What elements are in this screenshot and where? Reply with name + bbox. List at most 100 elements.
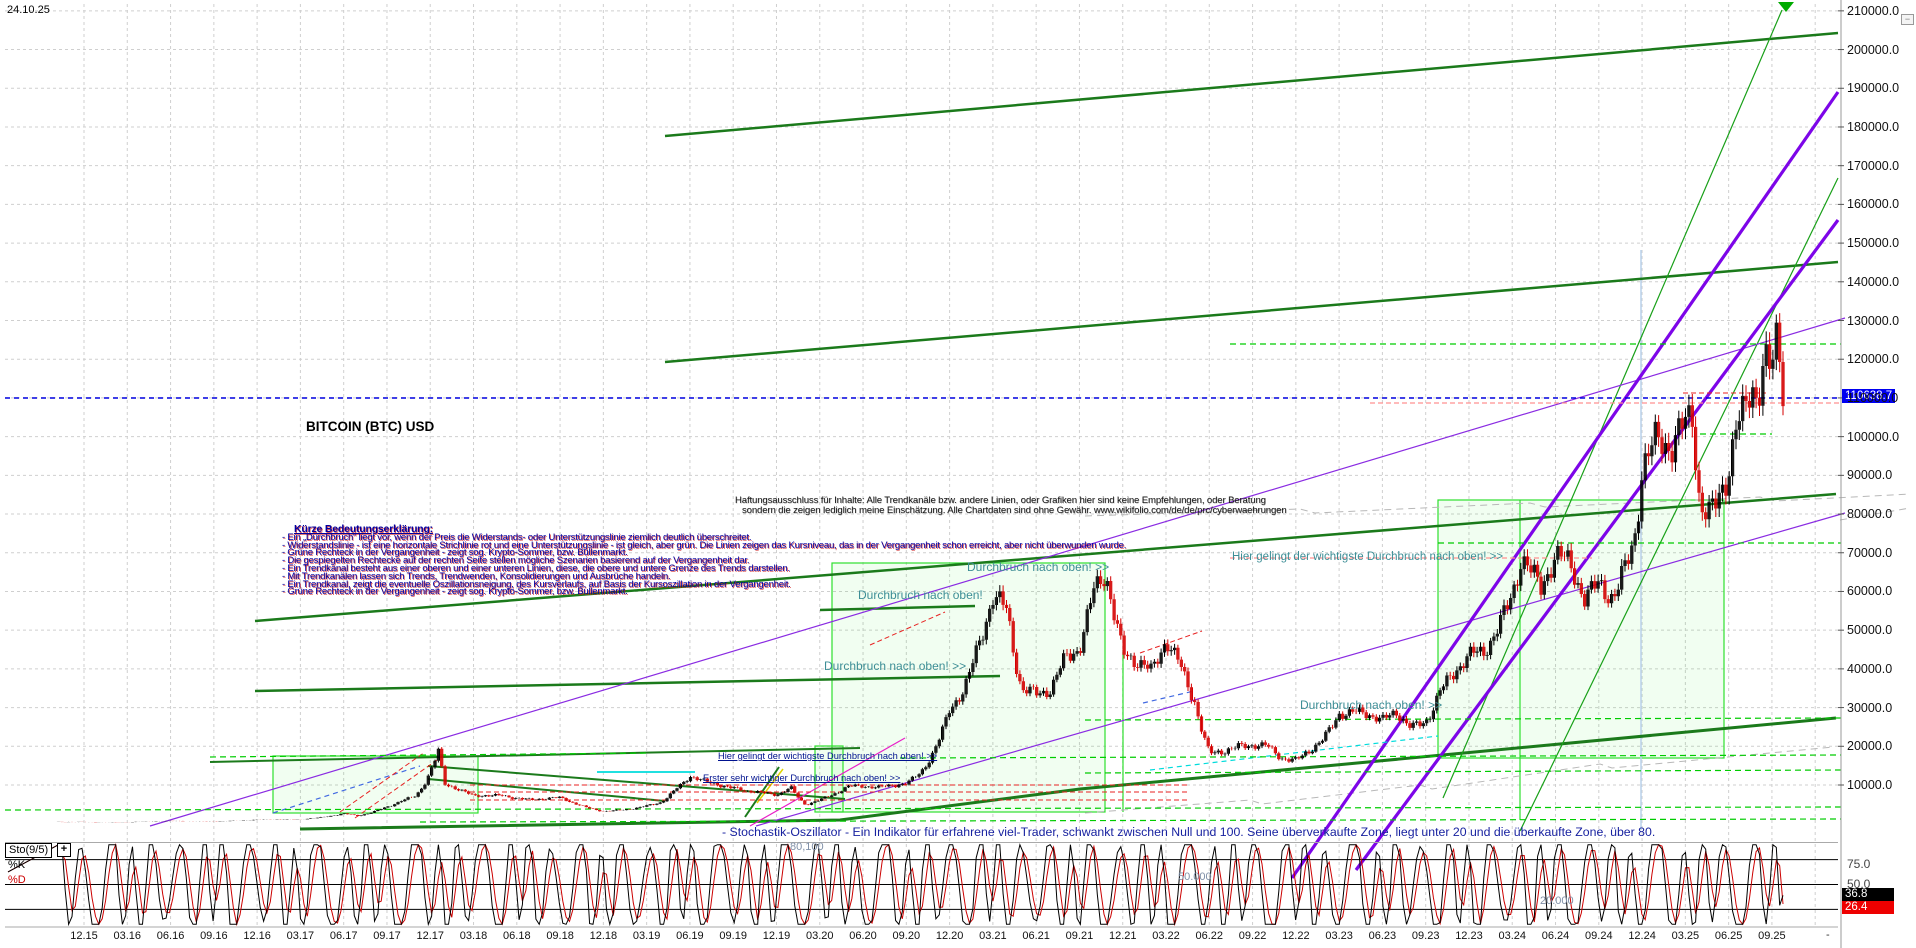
x-axis-tick: 03.17	[286, 930, 315, 942]
x-axis-tick: 12.19	[762, 930, 791, 942]
x-axis-tick: 03.24	[1498, 930, 1526, 942]
x-axis-tick: 03.21	[979, 930, 1007, 942]
y-axis-tick: 140000.0	[1847, 274, 1900, 289]
expand-indicator-button[interactable]: +	[57, 843, 71, 857]
x-axis-tick: 09.21	[1065, 930, 1094, 942]
x-axis-tick: 06.18	[503, 930, 531, 942]
x-axis-tick: 03.20	[805, 930, 834, 942]
x-axis-tick: 12.20	[935, 930, 964, 942]
x-axis-tick: 06.21	[1022, 930, 1050, 942]
x-axis-tick: 03.22	[1152, 930, 1180, 942]
x-axis-tick: 06.25	[1714, 930, 1743, 942]
oscillator-level-label: 80,100	[790, 841, 824, 853]
x-axis-overflow-dash: -	[1826, 929, 1830, 941]
stochastic-indicator-label[interactable]: Sto(9/5)	[5, 843, 53, 858]
percent-k-label: %K	[8, 859, 26, 871]
x-axis-tick: 03.18	[459, 930, 488, 942]
legend-explanation-line: - Ein Trendkanal, zeigt die eventuelle O…	[282, 578, 791, 590]
x-axis-tick: 06.22	[1195, 930, 1224, 942]
x-axis-tick: 12.16	[243, 930, 271, 942]
chart-title: BITCOIN (BTC) USD	[306, 419, 435, 434]
x-axis-tick: 03.25	[1671, 930, 1700, 942]
y-axis-tick: 110000.0	[1847, 390, 1899, 405]
x-axis-tick: 09.23	[1411, 930, 1440, 942]
x-axis-tick: 09.16	[200, 930, 228, 942]
legend-explanation-line: - Mit Trendkanälen lassen sich Trends, T…	[282, 570, 671, 582]
y-axis-tick: 150000.0	[1847, 236, 1900, 251]
x-axis-tick: 09.17	[373, 930, 401, 942]
x-axis-tick: 12.21	[1108, 930, 1137, 942]
x-axis-tick: 09.19	[719, 930, 747, 942]
x-axis-tick: 12.15	[70, 930, 98, 942]
y-axis-tick: 10000.0	[1847, 777, 1893, 792]
x-axis-tick: 06.24	[1541, 930, 1570, 942]
disclaimer-line2: sondern die zeigen lediglich meine Einsc…	[742, 504, 1287, 516]
legend-explanation-line: - Ein Trendkanal besteht aus einer obere…	[282, 562, 790, 574]
minimize-icon[interactable]: −	[1901, 14, 1914, 25]
y-axis-tick: 200000.0	[1847, 42, 1900, 57]
x-axis-tick: 09.22	[1238, 930, 1267, 942]
y-axis-tick: 90000.0	[1847, 468, 1893, 483]
x-axis-tick: 12.18	[589, 930, 618, 942]
legend-explanation-line: - Grüne Rechteck in der Vergangenheit - …	[282, 547, 628, 559]
x-axis-tick: 12.24	[1628, 930, 1656, 942]
y-axis-tick: 60000.0	[1847, 584, 1893, 599]
breakout-annotation: Durchbruch nach oben! >>	[1300, 698, 1443, 712]
y-axis-tick: 160000.0	[1847, 197, 1900, 212]
x-axis-tick: 03.23	[1325, 930, 1353, 942]
y-axis-tick: 130000.0	[1847, 313, 1900, 328]
x-axis-tick: 06.20	[849, 930, 877, 942]
oscillator-scale-label: 75.0	[1847, 856, 1871, 871]
y-axis-tick: 120000.0	[1847, 352, 1900, 367]
oscillator-level-label: 50.000	[1178, 871, 1212, 883]
y-axis-tick: 180000.0	[1847, 119, 1900, 134]
y-axis-tick: 190000.0	[1847, 81, 1900, 96]
x-axis-tick: 03.16	[113, 930, 142, 942]
x-axis-tick: 12.22	[1282, 930, 1310, 942]
breakout-annotation: Durchbruch nach oben! >>	[824, 659, 967, 673]
y-axis-tick: 50000.0	[1847, 623, 1893, 638]
breakout-annotation: Durchbruch nach oben! >>	[967, 560, 1110, 574]
legend-explanation-block: Kürze Bedeutungserklärung: - Ein „Durchb…	[282, 523, 1127, 598]
chart-date: 24.10.25	[7, 4, 50, 16]
y-axis-tick: 30000.0	[1847, 700, 1893, 715]
legend-explanation-title: Kürze Bedeutungserklärung:	[294, 523, 433, 535]
disclaimer-line1: Haftungsausschluss für Inhalte: Alle Tre…	[735, 495, 1266, 506]
legend-explanation-line: - Ein „Durchbruch“ liegt vor, wenn der P…	[282, 531, 752, 543]
x-axis-tick: 06.19	[676, 930, 704, 942]
x-axis-tick: 09.25	[1758, 930, 1786, 942]
breakout-annotation: Durchbruch nach oben!	[858, 588, 983, 602]
legend-explanation-line: - Widerstandslinie - ist eine horizontal…	[282, 539, 1127, 551]
breakout-annotation: Hier gelingt der wichtigste Durchbruch n…	[1232, 551, 1504, 563]
oscillator-level-label: 20.000	[1540, 895, 1574, 907]
stochastic-description: - Stochastik-Oszillator - Ein Indikator …	[722, 825, 1656, 839]
legend-explanation-line: - Grüne Rechteck in der Vergangenheit - …	[282, 586, 628, 598]
x-axis-tick: 06.23	[1368, 930, 1397, 942]
breakout-annotation: Erster sehr wichtiger Durchbruch nach ob…	[703, 773, 901, 783]
last-price-tag: 110638.7	[1842, 389, 1896, 403]
legend-explanation-line: - Die gespiegelten Rechtecke auf der rec…	[282, 555, 750, 567]
percent-d-value-box: 26.4	[1842, 901, 1894, 914]
y-axis-tick: 40000.0	[1847, 661, 1893, 676]
x-axis-tick: 09.20	[892, 930, 921, 942]
y-axis-tick: 210000.0	[1847, 3, 1900, 18]
y-axis-tick: 80000.0	[1847, 507, 1893, 522]
y-axis-tick: 100000.0	[1847, 429, 1900, 444]
x-axis-tick: 12.23	[1455, 930, 1483, 942]
disclaimer-text: Haftungsausschluss für Inhalte: Alle Tre…	[735, 496, 1287, 515]
oscillator-scale-label: 50.0	[1847, 877, 1871, 892]
x-axis-tick: 06.17	[329, 930, 358, 942]
x-axis-tick: 12.17	[416, 930, 444, 942]
breakout-annotation: Hier gelingt der wichtigste Durchbruch n…	[718, 751, 938, 761]
y-axis-tick: 70000.0	[1847, 545, 1893, 560]
y-axis-tick: 20000.0	[1847, 739, 1893, 754]
x-axis-tick: 09.24	[1585, 930, 1613, 942]
y-axis-tick: 170000.0	[1847, 158, 1900, 173]
x-axis-tick: 06.16	[156, 930, 185, 942]
percent-k-value-box: 36.8	[1842, 888, 1894, 901]
percent-d-label: %D	[8, 874, 26, 886]
x-axis-tick: 03.19	[632, 930, 661, 942]
